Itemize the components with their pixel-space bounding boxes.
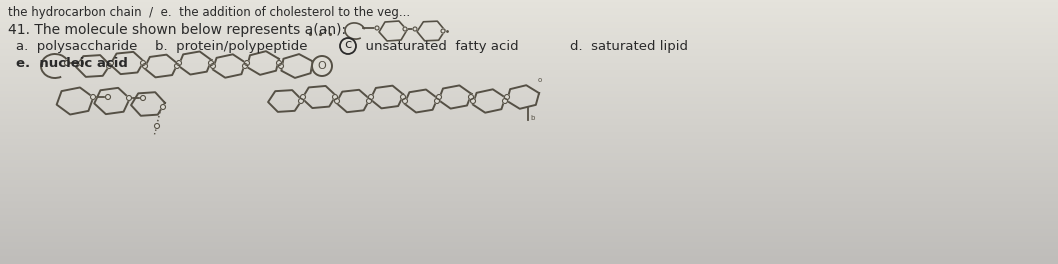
Circle shape	[141, 60, 146, 65]
Text: r: r	[41, 60, 43, 66]
Circle shape	[244, 60, 250, 65]
Circle shape	[298, 98, 304, 103]
Text: b.  protein/polypeptide: b. protein/polypeptide	[156, 40, 308, 53]
Circle shape	[503, 98, 508, 103]
Circle shape	[469, 95, 474, 100]
Circle shape	[332, 95, 338, 100]
Circle shape	[141, 96, 146, 101]
Circle shape	[375, 26, 379, 30]
Circle shape	[403, 27, 407, 31]
Circle shape	[402, 98, 407, 103]
Circle shape	[401, 95, 405, 100]
Text: d.  saturated lipid: d. saturated lipid	[570, 40, 688, 53]
Text: a.  polysaccharide: a. polysaccharide	[16, 40, 138, 53]
Circle shape	[312, 56, 332, 76]
Text: O: O	[317, 61, 326, 71]
Circle shape	[441, 29, 445, 33]
Text: e.  nucleic acid: e. nucleic acid	[16, 57, 128, 70]
Circle shape	[106, 95, 110, 100]
Circle shape	[334, 98, 340, 103]
Text: 41. The molecule shown below represents a(an):: 41. The molecule shown below represents …	[8, 23, 346, 37]
Circle shape	[435, 98, 439, 103]
Circle shape	[65, 60, 70, 65]
Circle shape	[154, 124, 160, 129]
Circle shape	[437, 95, 441, 100]
Circle shape	[505, 95, 510, 100]
Circle shape	[242, 64, 248, 68]
Circle shape	[78, 60, 84, 65]
Circle shape	[208, 60, 214, 65]
Circle shape	[471, 98, 475, 103]
Circle shape	[107, 64, 111, 68]
Circle shape	[368, 95, 373, 100]
Circle shape	[127, 96, 131, 101]
Text: b: b	[530, 115, 534, 121]
Circle shape	[177, 60, 182, 65]
Circle shape	[109, 60, 113, 65]
Circle shape	[276, 60, 281, 65]
Circle shape	[91, 95, 95, 100]
Circle shape	[366, 98, 371, 103]
Circle shape	[278, 64, 284, 68]
Text: unsaturated  fatty acid: unsaturated fatty acid	[357, 40, 518, 53]
Circle shape	[300, 95, 306, 100]
Text: the hydrocarbon chain  /  e.  the addition of cholesterol to the veg...: the hydrocarbon chain / e. the addition …	[8, 6, 411, 19]
Circle shape	[175, 64, 180, 68]
Circle shape	[143, 64, 147, 68]
Circle shape	[211, 64, 216, 68]
Text: o: o	[539, 77, 543, 83]
Circle shape	[161, 105, 165, 110]
Circle shape	[413, 27, 417, 31]
Text: c: c	[344, 39, 351, 51]
